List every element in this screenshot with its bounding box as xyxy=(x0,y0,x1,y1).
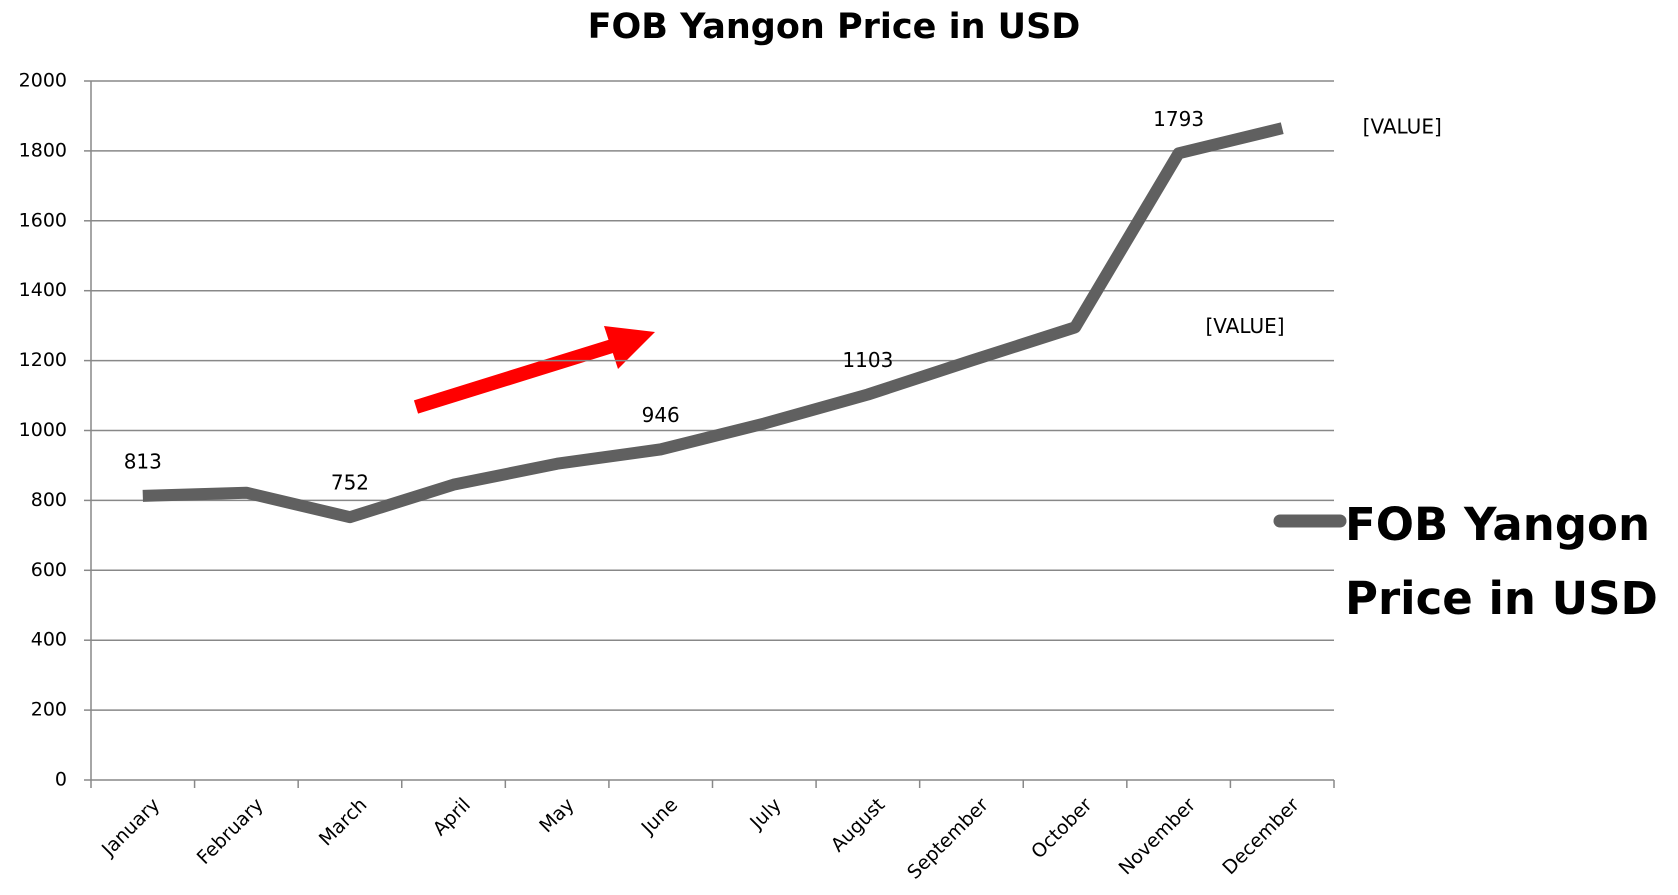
x-tick-label: November xyxy=(1115,794,1201,880)
x-tick-label: June xyxy=(637,794,683,840)
legend-label: FOB Yangon Price in USD xyxy=(1345,498,1658,625)
x-tick-label: April xyxy=(429,794,475,840)
x-tick-label: August xyxy=(827,794,890,857)
y-tick-label: 1800 xyxy=(19,139,67,161)
data-label: [VALUE] xyxy=(1363,115,1442,139)
x-tick-label: July xyxy=(745,794,785,834)
data-label: 752 xyxy=(331,471,369,495)
y-tick-label: 1200 xyxy=(19,349,67,371)
data-label: 946 xyxy=(642,403,680,427)
x-tick-label: January xyxy=(97,794,164,861)
series-line xyxy=(142,122,1284,524)
y-tick-label: 2000 xyxy=(19,70,67,92)
x-tick-label: May xyxy=(535,794,578,837)
x-tick-label: October xyxy=(1027,794,1096,863)
x-tick-label: February xyxy=(193,794,268,869)
trend-arrow xyxy=(413,326,655,414)
data-label: 1103 xyxy=(842,348,893,372)
y-tick-label: 800 xyxy=(31,489,67,511)
y-tick-label: 1400 xyxy=(19,279,67,301)
chart-title: FOB Yangon Price in USD xyxy=(588,7,1081,47)
x-tick-label: September xyxy=(903,794,993,884)
y-tick-label: 600 xyxy=(31,559,67,581)
y-tick-label: 1000 xyxy=(19,419,67,441)
x-tick-label: December xyxy=(1218,794,1303,879)
y-tick-label: 0 xyxy=(55,769,67,791)
data-label: 1793 xyxy=(1153,107,1204,131)
data-label: 813 xyxy=(124,449,162,473)
y-tick-label: 400 xyxy=(31,629,67,651)
x-tick-label: March xyxy=(315,794,372,851)
y-tick-label: 200 xyxy=(31,699,67,721)
data-label: [VALUE] xyxy=(1205,314,1284,338)
y-tick-label: 1600 xyxy=(19,209,67,231)
